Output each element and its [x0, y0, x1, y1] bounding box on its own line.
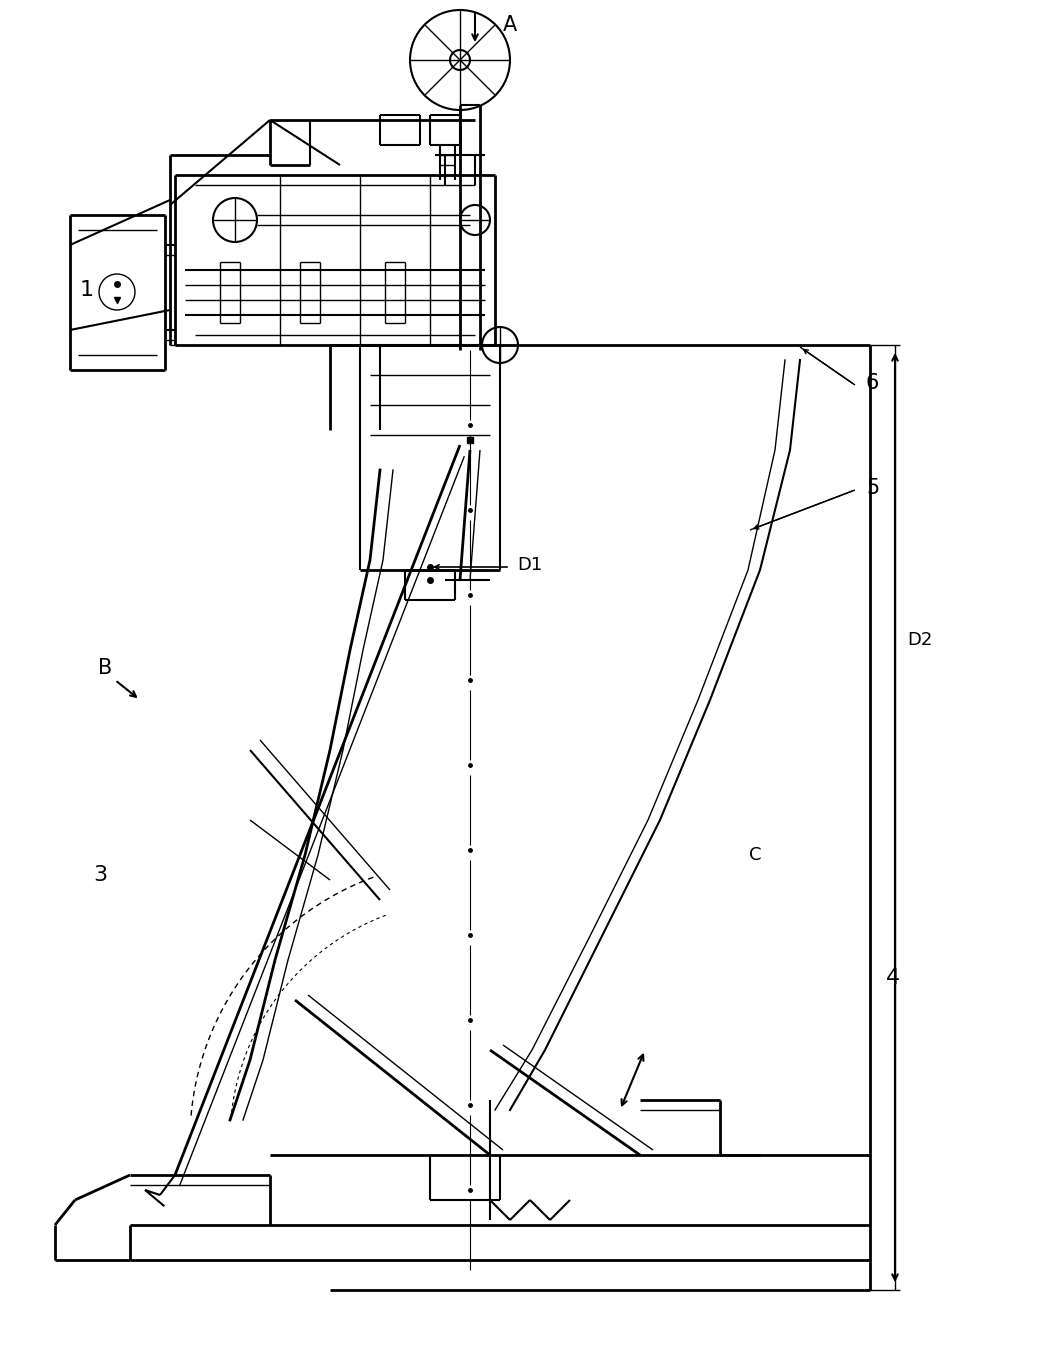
Text: 4: 4: [886, 968, 901, 988]
Text: B: B: [98, 658, 112, 678]
Text: C: C: [748, 846, 761, 864]
Text: D2: D2: [907, 632, 932, 649]
Text: 3: 3: [93, 865, 107, 884]
Text: 1: 1: [80, 280, 94, 299]
Text: 5: 5: [867, 478, 879, 498]
Text: 6: 6: [866, 373, 878, 392]
Text: D1: D1: [517, 556, 542, 574]
Text: A: A: [503, 15, 517, 36]
